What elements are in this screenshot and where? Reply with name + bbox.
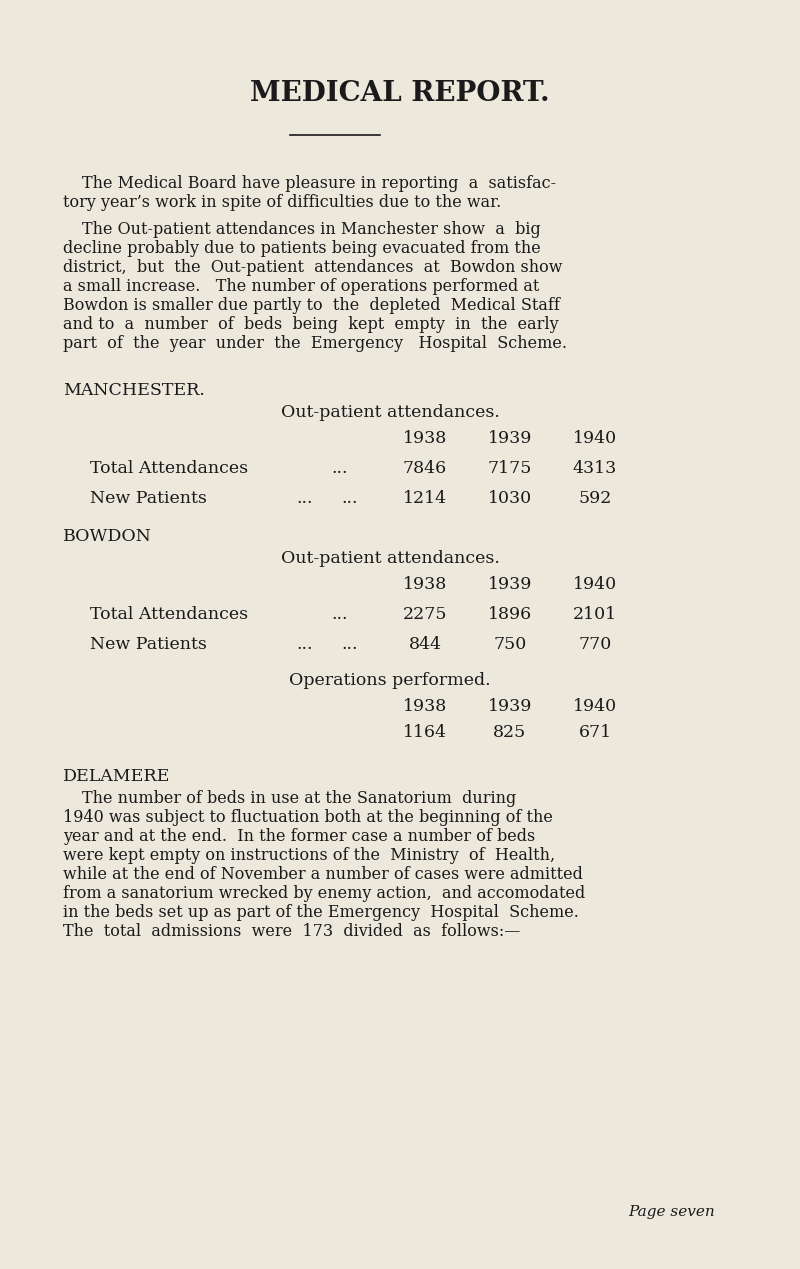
Text: 592: 592 xyxy=(578,490,612,508)
Text: New Patients: New Patients xyxy=(90,490,207,508)
Text: 1939: 1939 xyxy=(488,698,532,714)
Text: 1214: 1214 xyxy=(403,490,447,508)
Text: The Medical Board have pleasure in reporting  a  satisfac-: The Medical Board have pleasure in repor… xyxy=(82,175,556,192)
Text: BOWDON: BOWDON xyxy=(63,528,152,544)
Text: Out-patient attendances.: Out-patient attendances. xyxy=(281,549,499,567)
Text: 1939: 1939 xyxy=(488,576,532,593)
Text: 1938: 1938 xyxy=(403,430,447,447)
Text: Out-patient attendances.: Out-patient attendances. xyxy=(281,404,499,421)
Text: ...: ... xyxy=(342,490,358,508)
Text: 4313: 4313 xyxy=(573,459,617,477)
Text: 2275: 2275 xyxy=(402,607,447,623)
Text: Operations performed.: Operations performed. xyxy=(289,673,491,689)
Text: New Patients: New Patients xyxy=(90,636,207,654)
Text: were kept empty on instructions of the  Ministry  of  Health,: were kept empty on instructions of the M… xyxy=(63,846,555,864)
Text: Total Attendances: Total Attendances xyxy=(90,459,248,477)
Text: tory year’s work in spite of difficulties due to the war.: tory year’s work in spite of difficultie… xyxy=(63,194,502,211)
Text: ...: ... xyxy=(342,636,358,654)
Text: Bowdon is smaller due partly to  the  depleted  Medical Staff: Bowdon is smaller due partly to the depl… xyxy=(63,297,560,313)
Text: 1030: 1030 xyxy=(488,490,532,508)
Text: year and at the end.  In the former case a number of beds: year and at the end. In the former case … xyxy=(63,827,535,845)
Text: while at the end of November a number of cases were admitted: while at the end of November a number of… xyxy=(63,865,583,883)
Text: 770: 770 xyxy=(578,636,612,654)
Text: a small increase.   The number of operations performed at: a small increase. The number of operatio… xyxy=(63,278,539,294)
Text: 671: 671 xyxy=(578,725,611,741)
Text: 1940: 1940 xyxy=(573,430,617,447)
Text: 1938: 1938 xyxy=(403,576,447,593)
Text: DELAMERE: DELAMERE xyxy=(63,768,170,786)
Text: 1164: 1164 xyxy=(403,725,447,741)
Text: ...: ... xyxy=(297,490,314,508)
Text: 750: 750 xyxy=(494,636,526,654)
Text: 7175: 7175 xyxy=(488,459,532,477)
Text: and to  a  number  of  beds  being  kept  empty  in  the  early: and to a number of beds being kept empty… xyxy=(63,316,558,332)
Text: 1940: 1940 xyxy=(573,576,617,593)
Text: Page seven: Page seven xyxy=(628,1206,715,1220)
Text: 1940: 1940 xyxy=(573,698,617,714)
Text: The Out-patient attendances in Manchester show  a  big: The Out-patient attendances in Mancheste… xyxy=(82,221,541,239)
Text: ...: ... xyxy=(332,607,348,623)
Text: Total Attendances: Total Attendances xyxy=(90,607,248,623)
Text: MEDICAL REPORT.: MEDICAL REPORT. xyxy=(250,80,550,107)
Text: 7846: 7846 xyxy=(403,459,447,477)
Text: The  total  admissions  were  173  divided  as  follows:—: The total admissions were 173 divided as… xyxy=(63,923,520,940)
Text: ...: ... xyxy=(297,636,314,654)
Text: 1896: 1896 xyxy=(488,607,532,623)
Text: ...: ... xyxy=(332,459,348,477)
Text: 825: 825 xyxy=(494,725,526,741)
Text: in the beds set up as part of the Emergency  Hospital  Scheme.: in the beds set up as part of the Emerge… xyxy=(63,904,579,921)
Text: district,  but  the  Out-patient  attendances  at  Bowdon show: district, but the Out-patient attendance… xyxy=(63,259,562,275)
Text: 1940 was subject to fluctuation both at the beginning of the: 1940 was subject to fluctuation both at … xyxy=(63,810,553,826)
Text: decline probably due to patients being evacuated from the: decline probably due to patients being e… xyxy=(63,240,541,258)
Text: part  of  the  year  under  the  Emergency   Hospital  Scheme.: part of the year under the Emergency Hos… xyxy=(63,335,567,352)
Text: 844: 844 xyxy=(409,636,442,654)
Text: 1938: 1938 xyxy=(403,698,447,714)
Text: The number of beds in use at the Sanatorium  during: The number of beds in use at the Sanator… xyxy=(82,791,516,807)
Text: 2101: 2101 xyxy=(573,607,617,623)
Text: from a sanatorium wrecked by enemy action,  and accomodated: from a sanatorium wrecked by enemy actio… xyxy=(63,884,586,902)
Text: MANCHESTER.: MANCHESTER. xyxy=(63,382,205,398)
Text: 1939: 1939 xyxy=(488,430,532,447)
